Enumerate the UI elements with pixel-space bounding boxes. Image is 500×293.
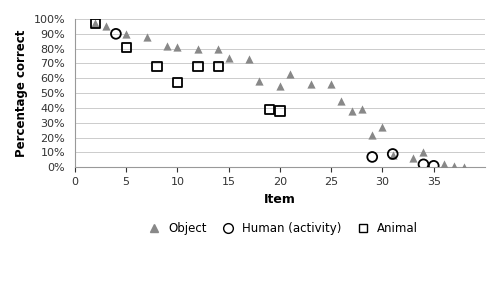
Point [276,84,284,88]
Point [92,21,100,26]
Point [122,31,130,36]
Point [92,21,100,26]
Point [358,107,366,112]
Point [430,163,438,168]
Point [378,125,386,130]
Point [460,165,468,170]
Point [409,156,417,161]
Legend: Object, Human (activity), Animal: Object, Human (activity), Animal [138,218,422,240]
Point [194,46,202,51]
Point [420,150,428,155]
X-axis label: Item: Item [264,193,296,206]
Point [112,31,120,36]
Point [245,57,253,62]
Point [306,82,314,87]
Point [174,81,182,85]
Point [420,162,428,167]
Y-axis label: Percentage correct: Percentage correct [15,30,28,157]
Point [368,155,376,159]
Point [194,64,202,69]
Point [388,153,396,158]
Point [338,98,345,103]
Point [142,35,150,39]
Point [256,79,264,84]
Point [224,55,232,60]
Point [348,109,356,113]
Point [286,71,294,76]
Point [368,132,376,137]
Point [174,45,182,50]
Point [102,24,110,29]
Point [450,163,458,168]
Point [276,109,284,113]
Point [440,162,448,167]
Point [266,107,274,112]
Point [153,64,161,69]
Point [163,43,171,48]
Point [122,45,130,50]
Point [327,82,335,87]
Point [214,64,222,69]
Point [388,151,396,156]
Point [214,46,222,51]
